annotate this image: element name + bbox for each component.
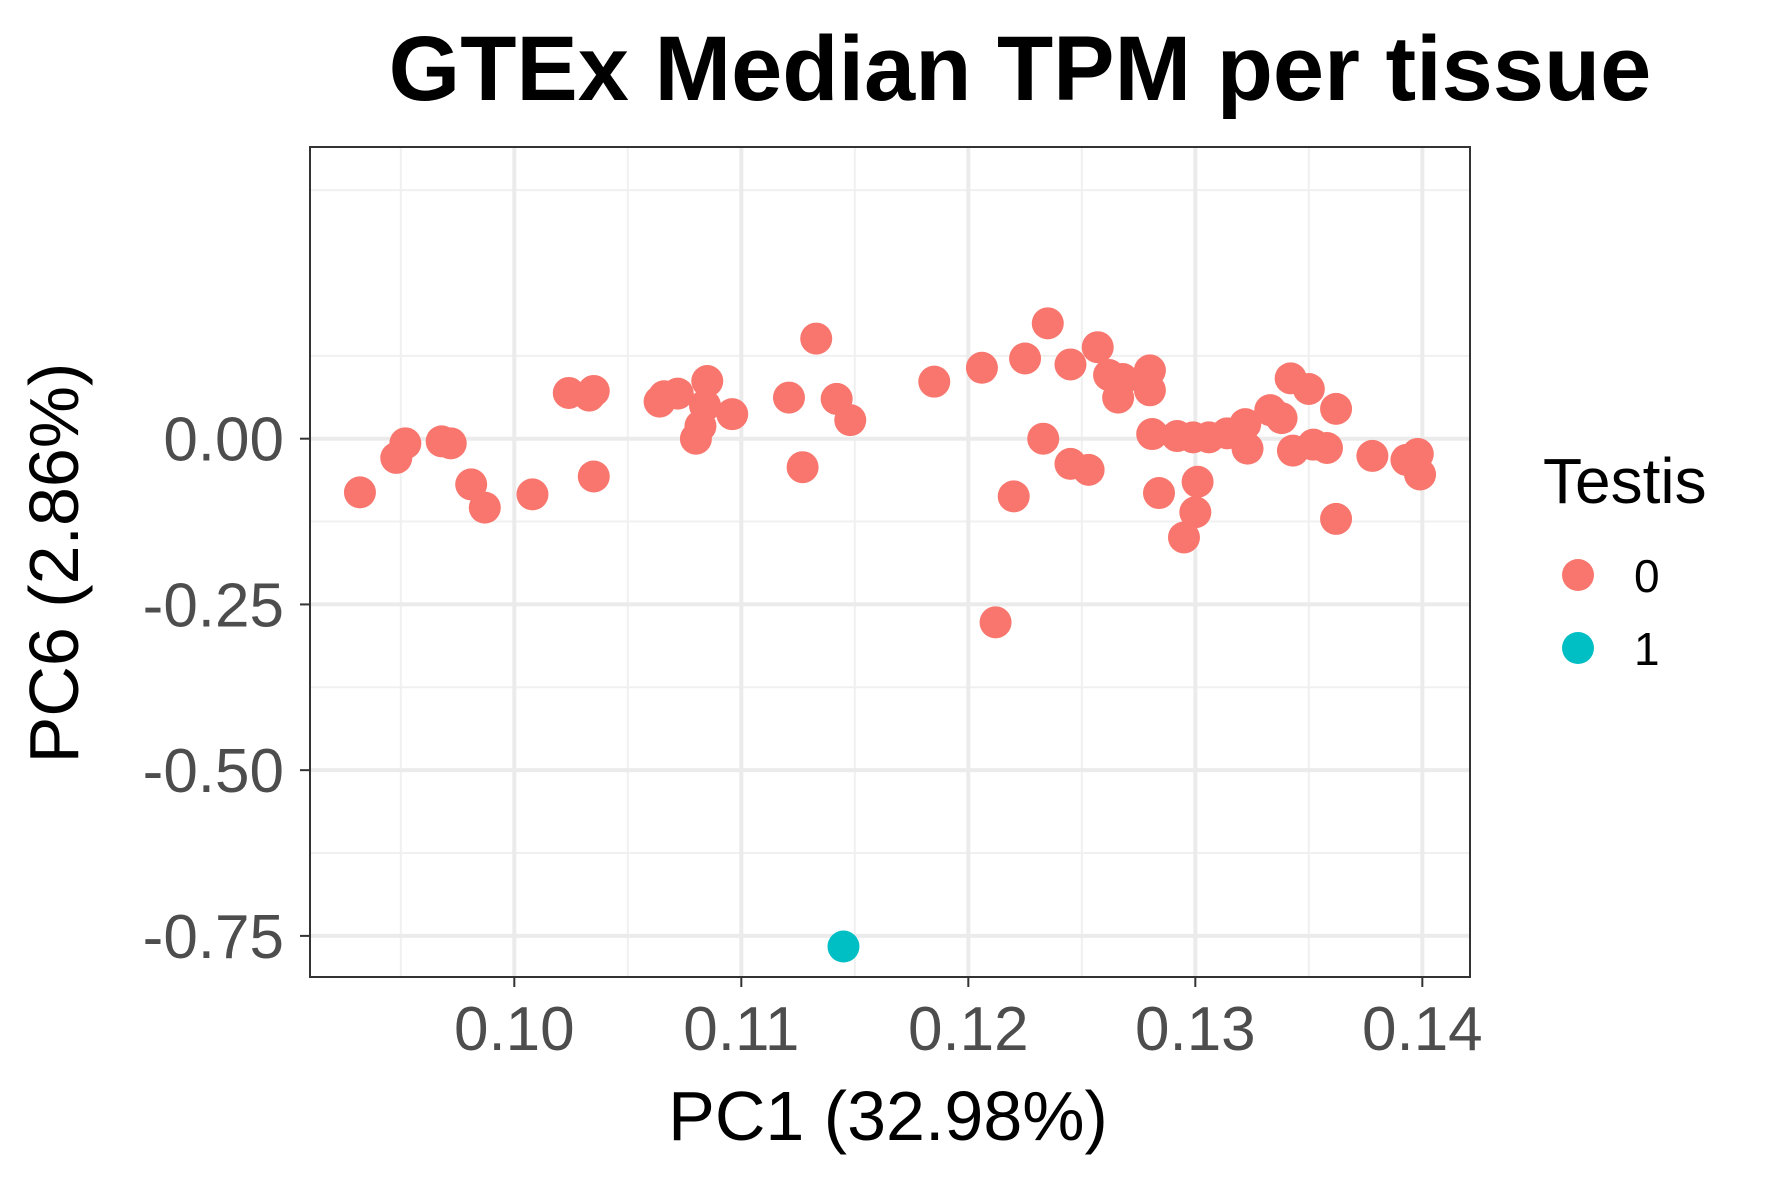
data-point-group-0	[1229, 408, 1262, 441]
data-point-group-0	[1027, 422, 1060, 455]
data-point-group-0	[1231, 432, 1264, 465]
y-axis: 0.00 -0.25 -0.50 -0.75	[143, 406, 310, 972]
data-point-group-0	[1133, 374, 1166, 407]
data-point-group-0	[1320, 502, 1353, 535]
data-point-group-0	[1106, 363, 1139, 396]
data-point-group-0	[434, 427, 467, 460]
data-point-group-0	[1143, 477, 1176, 510]
data-point-group-0	[455, 468, 488, 501]
x-tick-label: 0.10	[454, 995, 575, 1064]
data-point-group-0	[1031, 307, 1064, 340]
data-point-group-0	[1265, 402, 1298, 435]
data-point-group-0	[1310, 431, 1343, 464]
data-point-group-0	[389, 427, 422, 460]
data-point-group-0	[1179, 496, 1212, 529]
y-tick-label: -0.25	[143, 571, 284, 640]
legend-title: Testis	[1543, 445, 1707, 517]
data-point-group-0	[577, 460, 610, 493]
data-point-group-0	[661, 377, 694, 410]
data-point-group-0	[965, 351, 998, 384]
data-point-group-0	[800, 322, 833, 355]
y-axis-title: PC6 (2.86%)	[15, 363, 93, 764]
data-point-group-0	[1081, 331, 1114, 364]
data-point-group-0	[688, 389, 721, 422]
data-point-group-0	[468, 491, 501, 524]
data-point-group-0	[1320, 392, 1353, 425]
legend-key-0	[1562, 559, 1594, 591]
data-point-group-0	[1181, 465, 1214, 498]
data-point-group-0	[1404, 458, 1437, 491]
data-point-group-0	[979, 606, 1012, 639]
x-tick-label: 0.13	[1135, 995, 1256, 1064]
data-point-group-0	[691, 365, 724, 398]
data-point-group-0	[1054, 348, 1087, 381]
x-tick-label: 0.12	[908, 995, 1029, 1064]
chart-title: GTEx Median TPM per tissue	[389, 18, 1652, 120]
legend-key-1	[1562, 632, 1594, 664]
x-axis: 0.10 0.11 0.12 0.13 0.14	[454, 977, 1483, 1064]
data-point-group-0	[343, 476, 376, 509]
data-point-group-0	[1072, 453, 1105, 486]
data-point-group-0	[786, 451, 819, 484]
data-point-group-0	[1356, 439, 1389, 472]
data-point-group-0	[1136, 418, 1169, 451]
data-point-group-0	[834, 404, 867, 437]
data-point-group-0	[772, 381, 805, 414]
data-point-group-0	[1009, 342, 1042, 375]
plot-panel	[309, 146, 1471, 978]
data-point-group-1	[827, 930, 860, 963]
y-tick-label: -0.75	[143, 903, 284, 972]
data-point-group-0	[716, 398, 749, 431]
panel-border	[309, 146, 1471, 978]
legend-label-0: 0	[1634, 550, 1660, 602]
data-point-group-0	[918, 365, 951, 398]
panel-background	[310, 147, 1470, 977]
data-points	[343, 307, 1437, 963]
data-point-group-0	[997, 480, 1030, 513]
data-point-group-0	[1167, 521, 1200, 554]
data-point-group-0	[577, 374, 610, 407]
x-axis-title: PC1 (32.98%)	[668, 1077, 1108, 1155]
legend-label-1: 1	[1634, 623, 1660, 675]
x-tick-label: 0.11	[683, 995, 799, 1064]
y-tick-label: -0.50	[143, 737, 284, 806]
data-point-group-0	[516, 478, 549, 511]
y-tick-label: 0.00	[163, 406, 284, 475]
grid-lines	[310, 147, 1470, 977]
data-point-group-0	[1292, 372, 1325, 405]
legend: Testis 0 1	[1543, 445, 1707, 675]
x-tick-label: 0.14	[1362, 995, 1483, 1064]
